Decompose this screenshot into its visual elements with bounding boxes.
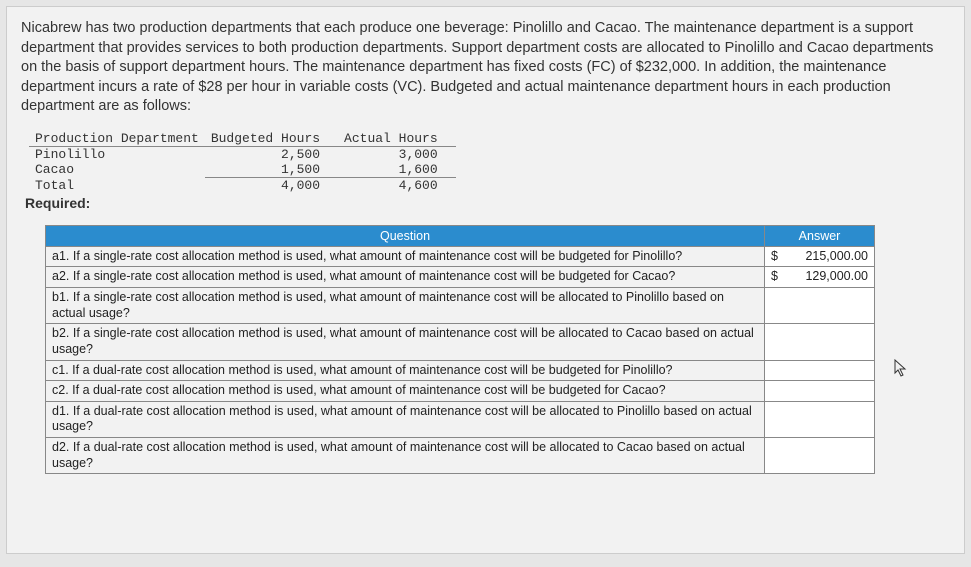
hours-row: Cacao 1,500 1,600 bbox=[29, 162, 456, 178]
question-cell: b2. If a single-rate cost allocation met… bbox=[46, 324, 765, 360]
answer-cell[interactable]: $215,000.00 bbox=[765, 246, 875, 267]
qa-row: a1. If a single-rate cost allocation met… bbox=[46, 246, 875, 267]
qa-row: b2. If a single-rate cost allocation met… bbox=[46, 324, 875, 360]
question-cell: a1. If a single-rate cost allocation met… bbox=[46, 246, 765, 267]
dept-cell: Cacao bbox=[29, 162, 205, 178]
required-label: Required: bbox=[25, 195, 950, 211]
qa-header-row: Question Answer bbox=[46, 225, 875, 246]
answer-value: 129,000.00 bbox=[805, 269, 868, 283]
budgeted-cell: 1,500 bbox=[205, 162, 338, 178]
answer-header: Answer bbox=[765, 225, 875, 246]
problem-card: Nicabrew has two production departments … bbox=[6, 6, 965, 554]
question-cell: c2. If a dual-rate cost allocation metho… bbox=[46, 381, 765, 402]
answer-cell[interactable] bbox=[765, 288, 875, 324]
qa-row: c1. If a dual-rate cost allocation metho… bbox=[46, 360, 875, 381]
budgeted-cell: 2,500 bbox=[205, 146, 338, 162]
question-cell: b1. If a single-rate cost allocation met… bbox=[46, 288, 765, 324]
cursor-icon bbox=[894, 359, 908, 381]
qa-row: d1. If a dual-rate cost allocation metho… bbox=[46, 401, 875, 437]
question-cell: d1. If a dual-rate cost allocation metho… bbox=[46, 401, 765, 437]
answer-cell[interactable] bbox=[765, 360, 875, 381]
question-cell: d2. If a dual-rate cost allocation metho… bbox=[46, 438, 765, 474]
answer-cell[interactable] bbox=[765, 401, 875, 437]
dept-cell: Total bbox=[29, 177, 205, 193]
qa-row: a2. If a single-rate cost allocation met… bbox=[46, 267, 875, 288]
actual-cell: 1,600 bbox=[338, 162, 456, 178]
qa-table: Question Answer a1. If a single-rate cos… bbox=[45, 225, 875, 475]
actual-cell: 4,600 bbox=[338, 177, 456, 193]
dept-cell: Pinolillo bbox=[29, 146, 205, 162]
hours-row: Pinolillo 2,500 3,000 bbox=[29, 146, 456, 162]
currency: $ bbox=[771, 269, 778, 285]
qa-row: d2. If a dual-rate cost allocation metho… bbox=[46, 438, 875, 474]
answer-cell[interactable]: $129,000.00 bbox=[765, 267, 875, 288]
budgeted-cell: 4,000 bbox=[205, 177, 338, 193]
qa-row: c2. If a dual-rate cost allocation metho… bbox=[46, 381, 875, 402]
qa-row: b1. If a single-rate cost allocation met… bbox=[46, 288, 875, 324]
question-header: Question bbox=[46, 225, 765, 246]
question-cell: c1. If a dual-rate cost allocation metho… bbox=[46, 360, 765, 381]
hours-total-row: Total 4,000 4,600 bbox=[29, 177, 456, 193]
answer-value: 215,000.00 bbox=[805, 249, 868, 263]
col-actual: Actual Hours bbox=[338, 131, 456, 147]
currency: $ bbox=[771, 249, 778, 265]
answer-cell[interactable] bbox=[765, 381, 875, 402]
col-budgeted: Budgeted Hours bbox=[205, 131, 338, 147]
answer-cell[interactable] bbox=[765, 324, 875, 360]
hours-header-row: Production Department Budgeted Hours Act… bbox=[29, 131, 456, 147]
actual-cell: 3,000 bbox=[338, 146, 456, 162]
answer-cell[interactable] bbox=[765, 438, 875, 474]
question-cell: a2. If a single-rate cost allocation met… bbox=[46, 267, 765, 288]
col-dept: Production Department bbox=[29, 131, 205, 147]
problem-statement: Nicabrew has two production departments … bbox=[21, 19, 950, 117]
hours-table: Production Department Budgeted Hours Act… bbox=[29, 131, 456, 193]
